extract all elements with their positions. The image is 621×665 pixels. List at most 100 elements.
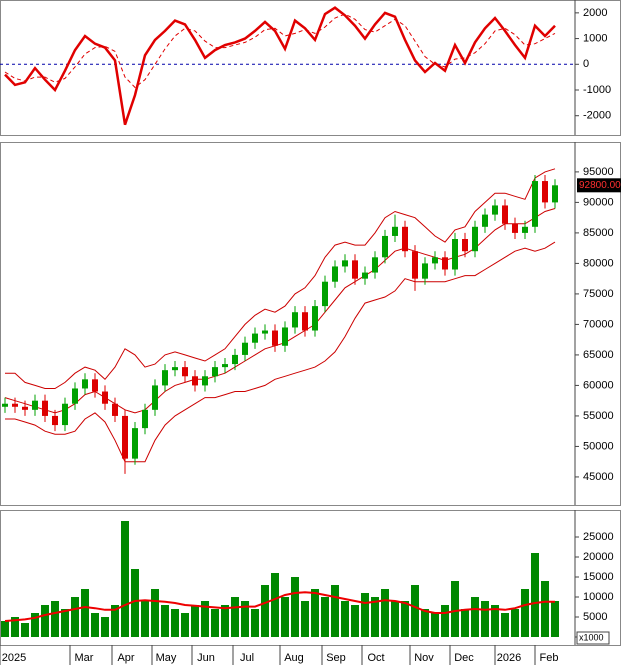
line <box>4 6 556 126</box>
candle-body <box>282 327 288 346</box>
candle-body <box>442 257 448 270</box>
volume-bar <box>271 573 279 637</box>
candle-body <box>382 235 388 258</box>
candle-body <box>232 354 238 365</box>
x-tick-label: Oct <box>367 652 384 664</box>
y-tick-label: 90000 <box>583 196 614 208</box>
volume-bar <box>321 597 329 637</box>
volume-bar <box>381 589 389 637</box>
line <box>4 208 556 414</box>
candle-body <box>332 266 338 282</box>
line <box>4 13 556 89</box>
volume-bar <box>491 605 499 637</box>
volume-bar <box>61 609 69 637</box>
y-tick-label: 5000 <box>583 611 607 623</box>
unit-label: x1000 <box>579 632 604 642</box>
volume-bar <box>71 597 79 637</box>
volume-bar <box>261 585 269 637</box>
y-tick-label: -1000 <box>583 84 611 96</box>
candle-body <box>472 226 478 252</box>
candle-body <box>152 385 158 410</box>
volume-bar <box>171 609 179 637</box>
candle-body <box>12 403 18 407</box>
volume-bar <box>481 601 489 637</box>
candle-body <box>302 312 308 331</box>
volume-bar <box>241 601 249 637</box>
candle-body <box>512 223 518 233</box>
volume-bar <box>111 605 119 637</box>
candle-body <box>352 260 358 279</box>
y-tick-label: 1000 <box>583 32 607 44</box>
candle-body <box>162 370 168 386</box>
candle-body <box>212 367 218 377</box>
candle-body <box>142 409 148 429</box>
last-price-label: 92800.00 <box>579 180 621 191</box>
candle-body <box>452 239 458 270</box>
volume-bar <box>11 617 19 637</box>
volume-bar <box>51 601 59 637</box>
candle-body <box>432 257 438 264</box>
candle-body <box>112 403 118 416</box>
y-tick-label: 95000 <box>583 166 614 178</box>
candle-body <box>362 272 368 279</box>
volume-bar <box>151 589 159 637</box>
volume-bar <box>351 605 359 637</box>
volume-bar <box>541 581 549 637</box>
x-tick-label: Dec <box>454 652 474 664</box>
candle-body <box>462 239 468 252</box>
volume-bar <box>131 569 139 637</box>
panel-frame <box>0 142 621 506</box>
volume-bar <box>411 585 419 637</box>
candle-body <box>532 181 538 227</box>
x-tick-label: Mar <box>75 652 94 664</box>
candle-body <box>2 403 8 407</box>
volume-bar <box>121 521 129 637</box>
line <box>5 168 556 389</box>
candle-body <box>72 388 78 404</box>
volume-bar <box>501 613 509 637</box>
x-tick-label: Aug <box>284 652 304 664</box>
y-tick-label: 65000 <box>583 349 614 361</box>
last-price-box <box>577 178 621 193</box>
volume-bar <box>391 601 399 637</box>
volume-bar <box>421 609 429 637</box>
y-tick-label: 80000 <box>583 257 614 269</box>
volume-bar <box>31 613 39 637</box>
volume-bar <box>91 613 99 637</box>
candle-body <box>422 263 428 279</box>
volume-bar <box>291 577 299 637</box>
volume-bar <box>461 609 469 637</box>
candle-body <box>372 257 378 273</box>
candle-body <box>272 330 278 346</box>
x-tick-label: 2026 <box>497 652 521 664</box>
volume-bar <box>331 585 339 637</box>
y-tick-label: 70000 <box>583 318 614 330</box>
volume-bar <box>141 601 149 637</box>
x-tick-label: Apr <box>117 652 134 664</box>
volume-bar <box>341 601 349 637</box>
volume-bar <box>281 597 289 637</box>
volume-bar <box>221 605 229 637</box>
candle-body <box>62 403 68 426</box>
candle-body <box>322 281 328 307</box>
candle-body <box>222 364 228 368</box>
candle-body <box>202 376 208 386</box>
volume-bar <box>231 597 239 637</box>
volume-bar <box>401 601 409 637</box>
candle-body <box>192 376 198 386</box>
y-tick-label: 0 <box>583 58 589 70</box>
volume-bar <box>211 609 219 637</box>
volume-bar <box>551 601 559 637</box>
candle-body <box>482 214 488 227</box>
line <box>5 241 556 463</box>
y-tick-label: 15000 <box>583 571 614 583</box>
candle-body <box>292 312 298 328</box>
volume-bar <box>181 613 189 637</box>
volume-bar <box>521 589 529 637</box>
volume-bar <box>191 605 199 637</box>
candle-body <box>102 391 108 404</box>
unit-box <box>576 631 610 645</box>
volume-bar <box>361 593 369 637</box>
volume-bar <box>251 609 259 637</box>
panel-frame <box>0 0 621 136</box>
